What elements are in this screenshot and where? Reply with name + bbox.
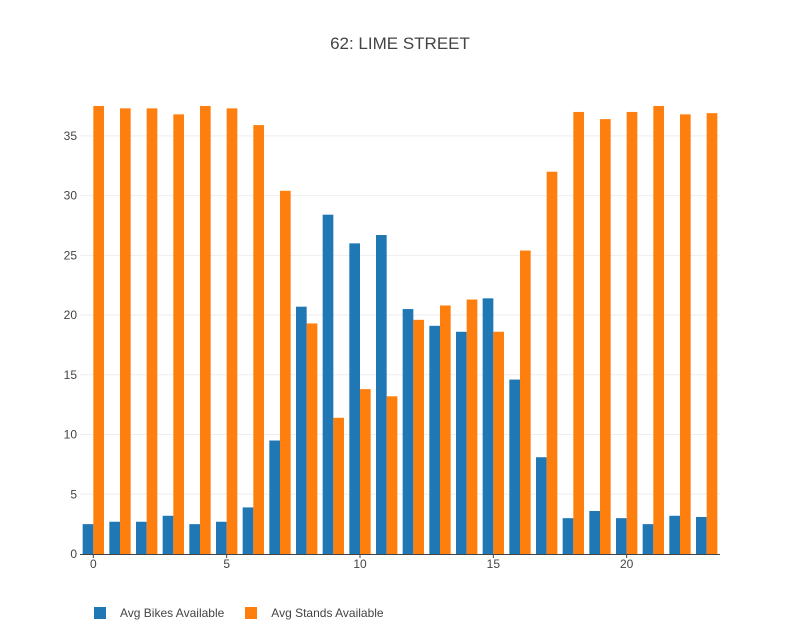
y-tick-label: 20 (64, 308, 78, 322)
bar-bikes (376, 235, 387, 554)
bar-bikes (509, 379, 520, 554)
bar-stands (226, 108, 238, 555)
bar-stands (600, 119, 611, 555)
bar-bikes (456, 331, 467, 554)
bar-stands (466, 299, 478, 554)
bar-bikes (642, 524, 654, 554)
bar-stands (200, 105, 211, 554)
y-tick-label: 0 (70, 547, 77, 561)
legend-item-stands[interactable]: Avg Stands Available (245, 606, 384, 620)
bar-stands (520, 250, 531, 555)
x-tick-label: 5 (223, 557, 230, 571)
bar-bikes (349, 243, 360, 554)
bar-bikes (109, 521, 120, 554)
legend-label-stands: Avg Stands Available (271, 606, 384, 620)
x-tick-label: 20 (620, 557, 634, 571)
bar-bikes (296, 306, 307, 554)
bar-bikes (322, 214, 334, 554)
bar-stands (253, 125, 264, 554)
bar-stands (120, 108, 131, 555)
legend: Avg Bikes Available Avg Stands Available (94, 606, 405, 620)
bar-bikes (589, 510, 600, 554)
x-tick-label: 0 (90, 557, 97, 571)
bar-stands (546, 171, 558, 554)
bar-bikes (482, 298, 494, 554)
bar-bikes (216, 521, 227, 554)
bar-bikes (562, 518, 574, 554)
bar-stands (386, 396, 398, 554)
bar-stands (306, 323, 318, 554)
bar-bikes (242, 507, 254, 554)
bar-stands (626, 111, 638, 554)
bar-stands (493, 331, 504, 554)
bar-bikes (429, 325, 440, 554)
legend-item-bikes[interactable]: Avg Bikes Available (94, 606, 224, 620)
y-tick-label: 25 (64, 248, 78, 262)
bar-stands (333, 417, 344, 554)
y-tick-label: 15 (64, 368, 78, 382)
bar-stands (360, 389, 371, 554)
bar-bikes (402, 309, 414, 554)
bar-stands (280, 190, 291, 555)
x-tick-label: 10 (353, 557, 367, 571)
bar-bikes (616, 518, 627, 554)
bar-stands (173, 114, 184, 554)
bar-stands (413, 319, 424, 554)
bar-stands (680, 114, 691, 554)
bar-bikes (162, 515, 174, 554)
bar-bikes (536, 457, 547, 554)
legend-label-bikes: Avg Bikes Available (120, 606, 225, 620)
bar-stands (146, 108, 158, 555)
y-tick-label: 10 (64, 428, 78, 442)
bar-bikes (136, 521, 147, 554)
legend-swatch-bikes (94, 607, 106, 619)
legend-swatch-stands (245, 607, 258, 619)
bar-stands (706, 113, 718, 554)
bar-bikes (189, 524, 200, 554)
bar-bikes (669, 515, 680, 554)
bar-stands (93, 105, 104, 554)
bar-stands (653, 105, 664, 554)
x-tick-label: 15 (487, 557, 501, 571)
y-tick-label: 35 (64, 129, 78, 143)
bar-bikes (82, 524, 94, 554)
bar-stands (440, 305, 451, 554)
bar-stands (573, 111, 584, 554)
bar-bikes (269, 440, 280, 554)
y-tick-label: 30 (64, 189, 78, 203)
chart-title: 62: LIME STREET (330, 34, 470, 53)
bar-bikes (696, 516, 707, 554)
y-tick-label: 5 (70, 487, 77, 501)
